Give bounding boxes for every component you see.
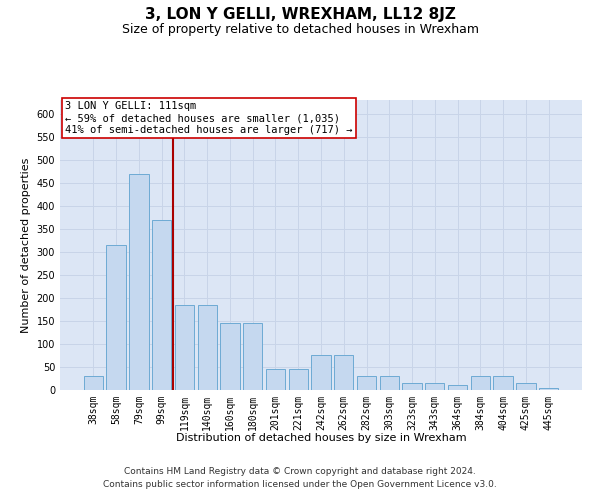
Bar [425, 383, 445, 390]
Text: Contains HM Land Registry data © Crown copyright and database right 2024.: Contains HM Land Registry data © Crown c… [124, 467, 476, 476]
Bar [243, 324, 262, 390]
Bar [129, 174, 149, 390]
Text: Size of property relative to detached houses in Wrexham: Size of property relative to detached ho… [121, 22, 479, 36]
X-axis label: Distribution of detached houses by size in Wrexham: Distribution of detached houses by size … [176, 433, 466, 443]
Text: 3 LON Y GELLI: 111sqm
← 59% of detached houses are smaller (1,035)
41% of semi-d: 3 LON Y GELLI: 111sqm ← 59% of detached … [65, 102, 353, 134]
Bar [289, 370, 308, 390]
Text: Contains public sector information licensed under the Open Government Licence v3: Contains public sector information licen… [103, 480, 497, 489]
Bar [470, 376, 490, 390]
Bar [448, 386, 467, 390]
Bar [175, 305, 194, 390]
Bar [152, 220, 172, 390]
Bar [334, 356, 353, 390]
Bar [84, 376, 103, 390]
Bar [493, 376, 513, 390]
Y-axis label: Number of detached properties: Number of detached properties [21, 158, 31, 332]
Bar [220, 324, 239, 390]
Bar [403, 383, 422, 390]
Bar [357, 376, 376, 390]
Bar [516, 383, 536, 390]
Bar [311, 356, 331, 390]
Bar [380, 376, 399, 390]
Bar [539, 388, 558, 390]
Bar [266, 370, 285, 390]
Bar [197, 305, 217, 390]
Bar [106, 245, 126, 390]
Text: 3, LON Y GELLI, WREXHAM, LL12 8JZ: 3, LON Y GELLI, WREXHAM, LL12 8JZ [145, 8, 455, 22]
